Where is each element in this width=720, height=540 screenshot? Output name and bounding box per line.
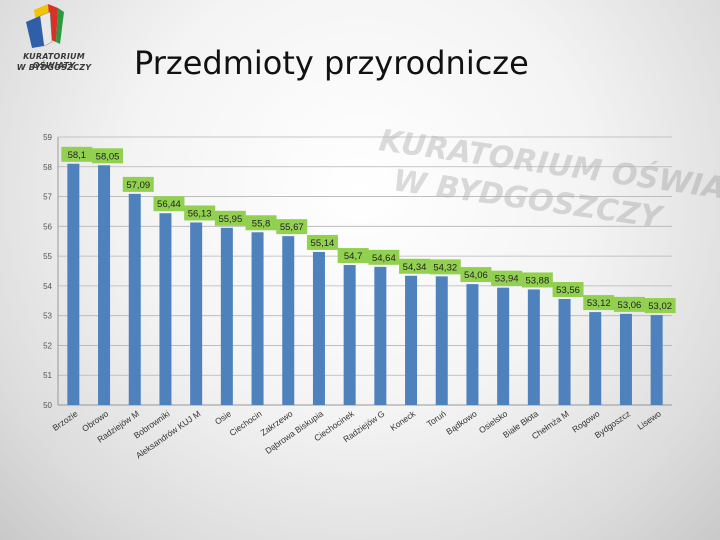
y-tick-label: 50 (43, 401, 52, 410)
data-label: 53,12 (587, 298, 611, 309)
data-label-box (644, 298, 676, 314)
data-label: 53,88 (525, 275, 549, 286)
data-label-box (429, 259, 461, 275)
y-tick-label: 57 (43, 193, 52, 202)
data-label: 56,13 (188, 208, 212, 219)
data-label: 54,7 (344, 251, 363, 262)
y-tick-label: 55 (43, 252, 52, 261)
y-tick-label: 53 (43, 312, 52, 321)
bar (558, 298, 571, 405)
data-label: 55,67 (280, 222, 304, 233)
y-tick-label: 59 (43, 133, 52, 142)
data-label-box (61, 146, 93, 162)
data-label: 53,06 (618, 300, 642, 311)
data-label: 56,44 (157, 199, 181, 210)
data-label-box (306, 234, 338, 250)
y-tick-label: 51 (43, 371, 52, 380)
data-label-box (368, 249, 400, 265)
bar (589, 312, 602, 405)
y-tick-label: 58 (43, 163, 52, 172)
data-label-box (153, 196, 185, 212)
page-title: Przedmioty przyrodnicze (134, 44, 529, 82)
bar (374, 266, 387, 405)
data-label-box (460, 267, 492, 283)
data-label-box (92, 148, 124, 164)
bar (312, 251, 325, 405)
data-label-box (552, 281, 584, 297)
data-label-box (521, 272, 553, 288)
data-label: 53,56 (556, 285, 580, 296)
data-label: 53,02 (648, 301, 672, 312)
bar (466, 284, 479, 405)
data-label: 53,94 (495, 274, 519, 285)
bar (650, 315, 663, 405)
bar (435, 276, 448, 405)
x-tick-label: Bądkowo (444, 408, 479, 436)
bar (67, 163, 80, 405)
data-label: 54,06 (464, 270, 488, 281)
data-label: 58,05 (96, 151, 120, 162)
data-label: 55,95 (218, 214, 242, 225)
y-tick-label: 52 (43, 341, 52, 350)
logo: KURATORIUM OŚWIATY W BYDGOSZCZY (4, 2, 96, 80)
x-tick-label: Koneck (388, 408, 418, 433)
y-axis: 50 51 52 53 54 55 56 57 58 59 (43, 133, 52, 410)
data-label-box (214, 210, 246, 226)
bar (527, 289, 540, 405)
x-tick-label: Lisewo (635, 408, 663, 432)
bar (405, 275, 418, 405)
data-label-box (276, 219, 308, 235)
data-label: 54,32 (433, 262, 457, 273)
y-tick-label: 56 (43, 222, 52, 231)
logo-text-line2: W BYDGOSZCZY (16, 63, 92, 72)
book-logo-icon (26, 4, 64, 48)
bar (282, 236, 295, 405)
watermark: KURATORIUM OŚWIATY W BYDGOSZCZY (377, 121, 720, 236)
data-label: 55,14 (311, 238, 335, 249)
x-tick-label: Toruń (425, 408, 448, 429)
data-label-box (491, 270, 523, 286)
data-label: 55,8 (252, 218, 271, 229)
data-label-box (245, 215, 277, 231)
logo-text-line1: KURATORIUM OŚWIATY (23, 52, 85, 70)
data-label-box (583, 295, 615, 311)
x-tick-label: Osie (213, 408, 233, 426)
data-labels: 58,1 58,05 57,09 56,44 56,13 55,95 55,8 55,67 55… (61, 146, 676, 314)
bar (190, 222, 203, 405)
data-label-box (613, 296, 645, 312)
bars (67, 163, 663, 405)
bar (98, 165, 111, 405)
data-label-box (122, 176, 154, 192)
bar (619, 313, 632, 405)
x-tick-label: Brzozie (51, 408, 80, 433)
bar (497, 287, 510, 405)
data-label-box (337, 248, 369, 264)
data-label: 58,1 (68, 150, 87, 161)
data-label: 54,34 (403, 262, 427, 273)
bar (220, 227, 233, 405)
data-label: 57,09 (126, 180, 150, 191)
data-label-box (184, 205, 216, 221)
bar (159, 213, 172, 405)
bar (343, 265, 356, 405)
data-label: 54,64 (372, 253, 396, 264)
x-tick-label: Ciechocin (227, 408, 264, 438)
bar (128, 193, 141, 405)
bar (251, 232, 264, 405)
data-label-box (399, 258, 431, 274)
y-tick-label: 54 (43, 282, 52, 291)
